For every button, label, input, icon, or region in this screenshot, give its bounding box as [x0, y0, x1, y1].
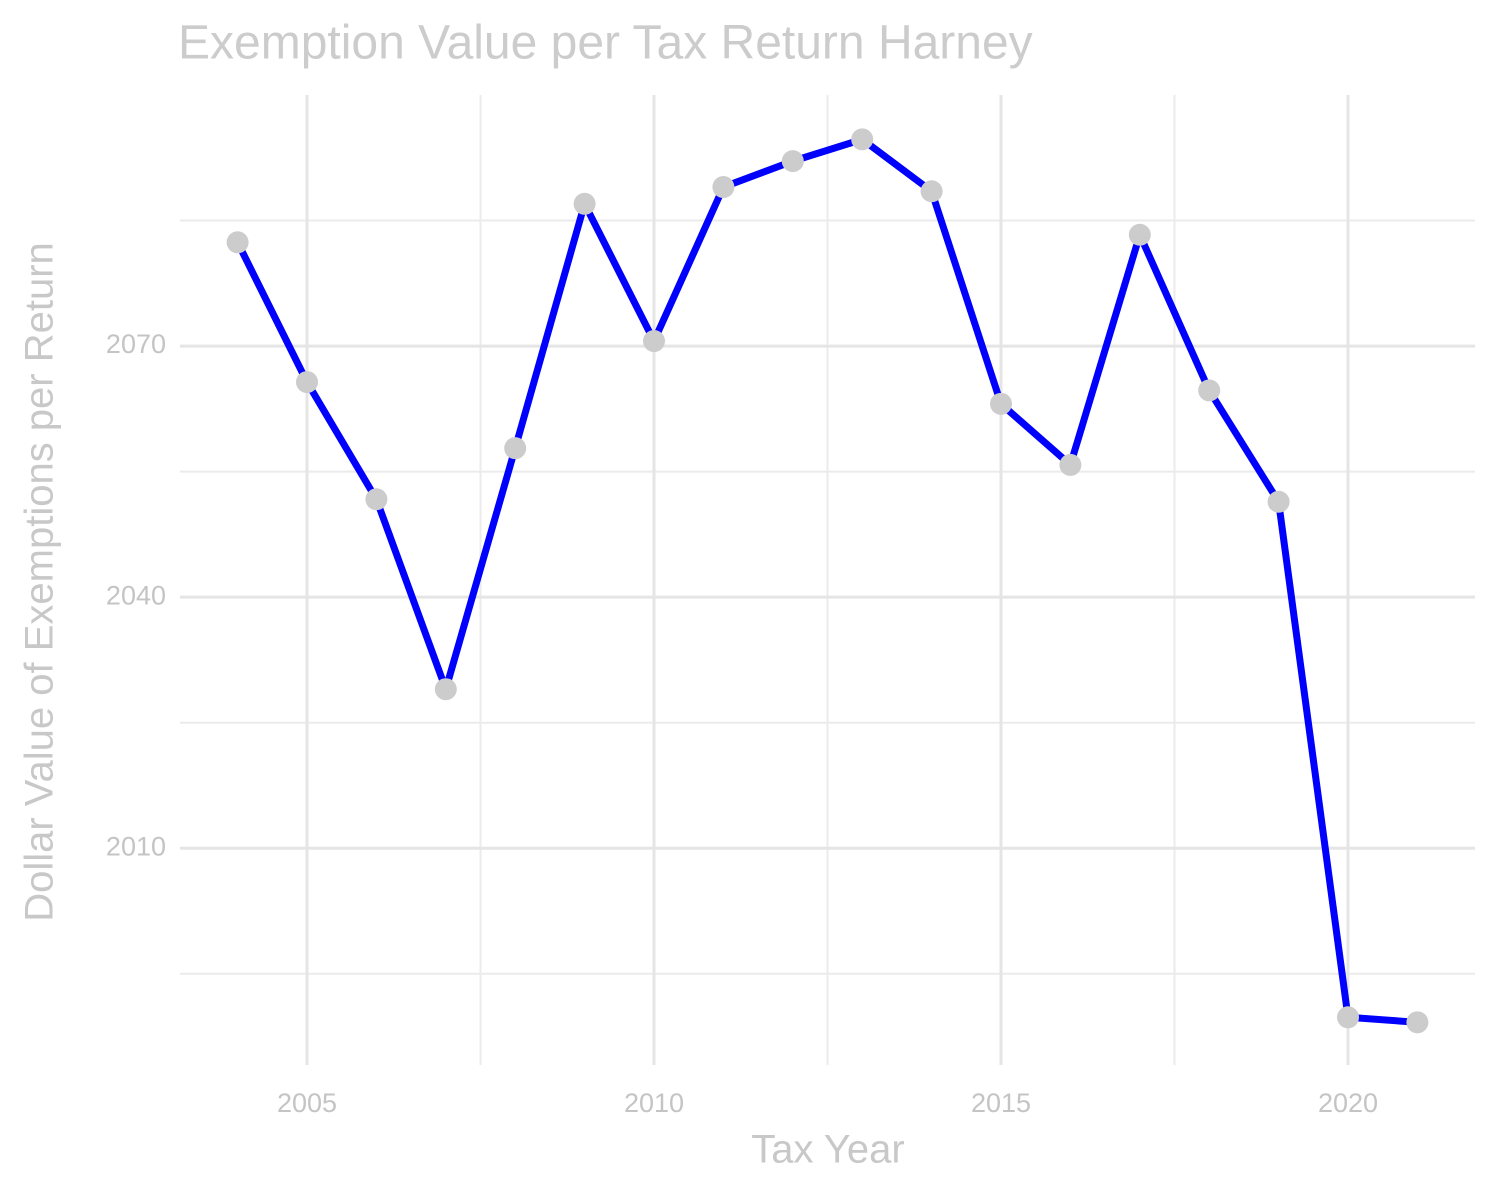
- data-point: [1198, 379, 1221, 402]
- data-point: [434, 678, 457, 701]
- data-point: [1059, 453, 1082, 476]
- data-point: [712, 176, 735, 199]
- x-axis-title: Tax Year: [751, 1128, 904, 1172]
- data-point: [643, 330, 666, 353]
- data-point: [573, 192, 596, 215]
- data-point: [226, 231, 249, 254]
- data-point: [989, 392, 1012, 415]
- data-point: [1406, 1011, 1429, 1034]
- data-point: [1128, 223, 1151, 246]
- data-line: [234, 135, 1418, 1026]
- data-point: [920, 180, 943, 203]
- y-tick-label: 2010: [106, 831, 166, 861]
- chart-title: Exemption Value per Tax Return Harney: [178, 17, 1033, 70]
- data-point: [1336, 1006, 1359, 1029]
- data-point: [1267, 490, 1290, 513]
- x-tick-label: 2005: [277, 1088, 337, 1118]
- data-point: [365, 488, 388, 511]
- y-axis-title: Dollar Value of Exemptions per Return: [18, 242, 62, 922]
- x-tick-label: 2020: [1318, 1088, 1378, 1118]
- data-point: [504, 437, 527, 460]
- x-tick-label: 2015: [971, 1088, 1031, 1118]
- y-tick-label: 2070: [106, 329, 166, 359]
- data-point: [781, 150, 804, 173]
- data-point: [296, 371, 319, 394]
- x-tick-label: 2010: [624, 1088, 684, 1118]
- y-tick-label: 2040: [106, 580, 166, 610]
- data-point: [851, 128, 874, 151]
